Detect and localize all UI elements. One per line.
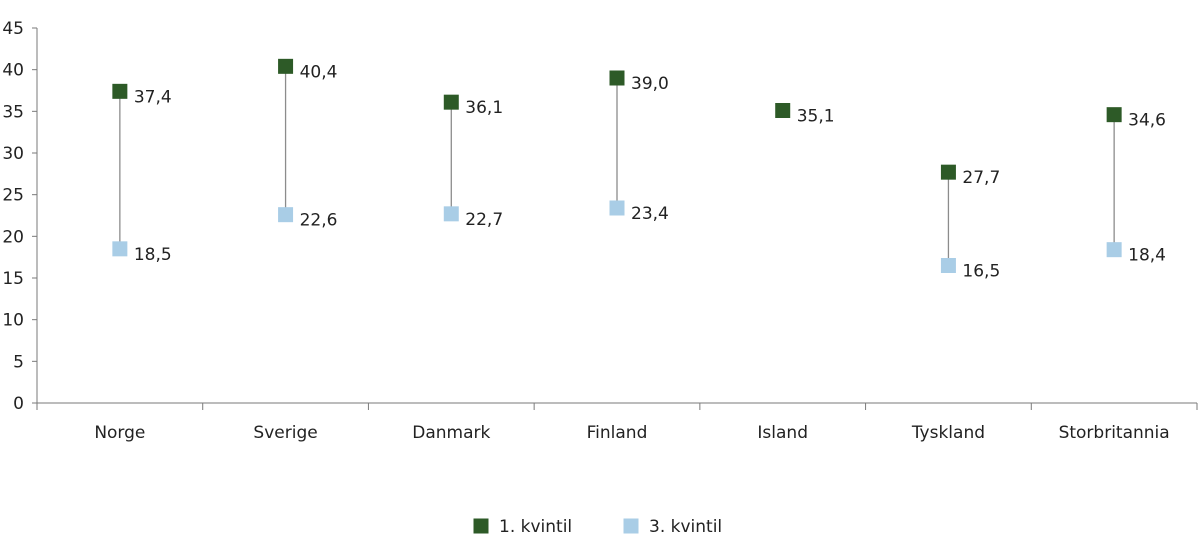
marker-kvintil-1	[940, 164, 956, 180]
markers	[112, 58, 1122, 273]
data-label: 27,7	[962, 168, 1000, 188]
x-category-label: Island	[757, 423, 808, 443]
marker-kvintil-3	[609, 200, 625, 216]
y-tick-label: 15	[2, 269, 24, 289]
data-label: 35,1	[797, 107, 835, 127]
marker-kvintil-1	[1106, 107, 1122, 123]
y-tick-label: 45	[2, 19, 24, 39]
y-tick-label: 5	[13, 352, 24, 372]
marker-kvintil-1	[775, 103, 791, 118]
y-tick-label: 40	[2, 61, 24, 81]
marker-kvintil-3	[278, 207, 294, 223]
marker-kvintil-1	[443, 94, 459, 110]
data-label: 36,1	[465, 98, 503, 118]
connectors	[119, 66, 1115, 266]
legend: 1. kvintil 3. kvintil	[473, 517, 722, 537]
data-label: 16,5	[962, 262, 1000, 282]
legend-label: 1. kvintil	[499, 517, 572, 537]
x-category-label: Sverige	[253, 423, 317, 443]
marker-kvintil-3	[1106, 242, 1122, 258]
data-label: 18,5	[134, 245, 172, 265]
y-tick-label: 20	[2, 227, 24, 247]
axes: 0 5 10 15 20 25 30 35 40 45 Norge Sverige Danmark Fin…	[2, 19, 1198, 443]
y-tick-label: 35	[2, 102, 24, 122]
marker-kvintil-1	[278, 58, 294, 74]
data-label: 22,7	[465, 210, 503, 230]
x-category-label: Tyskland	[911, 423, 985, 443]
x-category-label: Danmark	[412, 423, 490, 443]
data-label: 22,6	[300, 211, 338, 231]
y-tick-label: 10	[2, 311, 24, 331]
marker-kvintil-1	[609, 70, 625, 86]
data-label: 34,6	[1128, 111, 1166, 131]
x-category-label: Finland	[587, 423, 648, 443]
legend-label: 3. kvintil	[649, 517, 722, 537]
y-tick-label: 25	[2, 186, 24, 206]
y-tick-label: 0	[13, 394, 24, 414]
data-label: 39,0	[631, 74, 669, 94]
x-category-label: Norge	[94, 423, 145, 443]
data-label: 40,4	[300, 62, 338, 82]
data-label: 23,4	[631, 204, 669, 224]
marker-kvintil-3	[112, 241, 128, 257]
marker-kvintil-3	[443, 206, 459, 222]
x-category-label: Storbritannia	[1059, 423, 1170, 443]
data-labels: 37,4 40,4 36,1 39,0 35,1 27,7 34,6 18,5 22,6 22,7…	[134, 62, 1166, 281]
data-label: 37,4	[134, 87, 172, 107]
data-label: 18,4	[1128, 246, 1166, 266]
marker-kvintil-3	[940, 258, 956, 273]
marker-kvintil-1	[112, 83, 128, 99]
legend-swatch-kvintil-1	[473, 518, 489, 534]
y-tick-label: 30	[2, 144, 24, 164]
legend-swatch-kvintil-3	[623, 518, 639, 534]
